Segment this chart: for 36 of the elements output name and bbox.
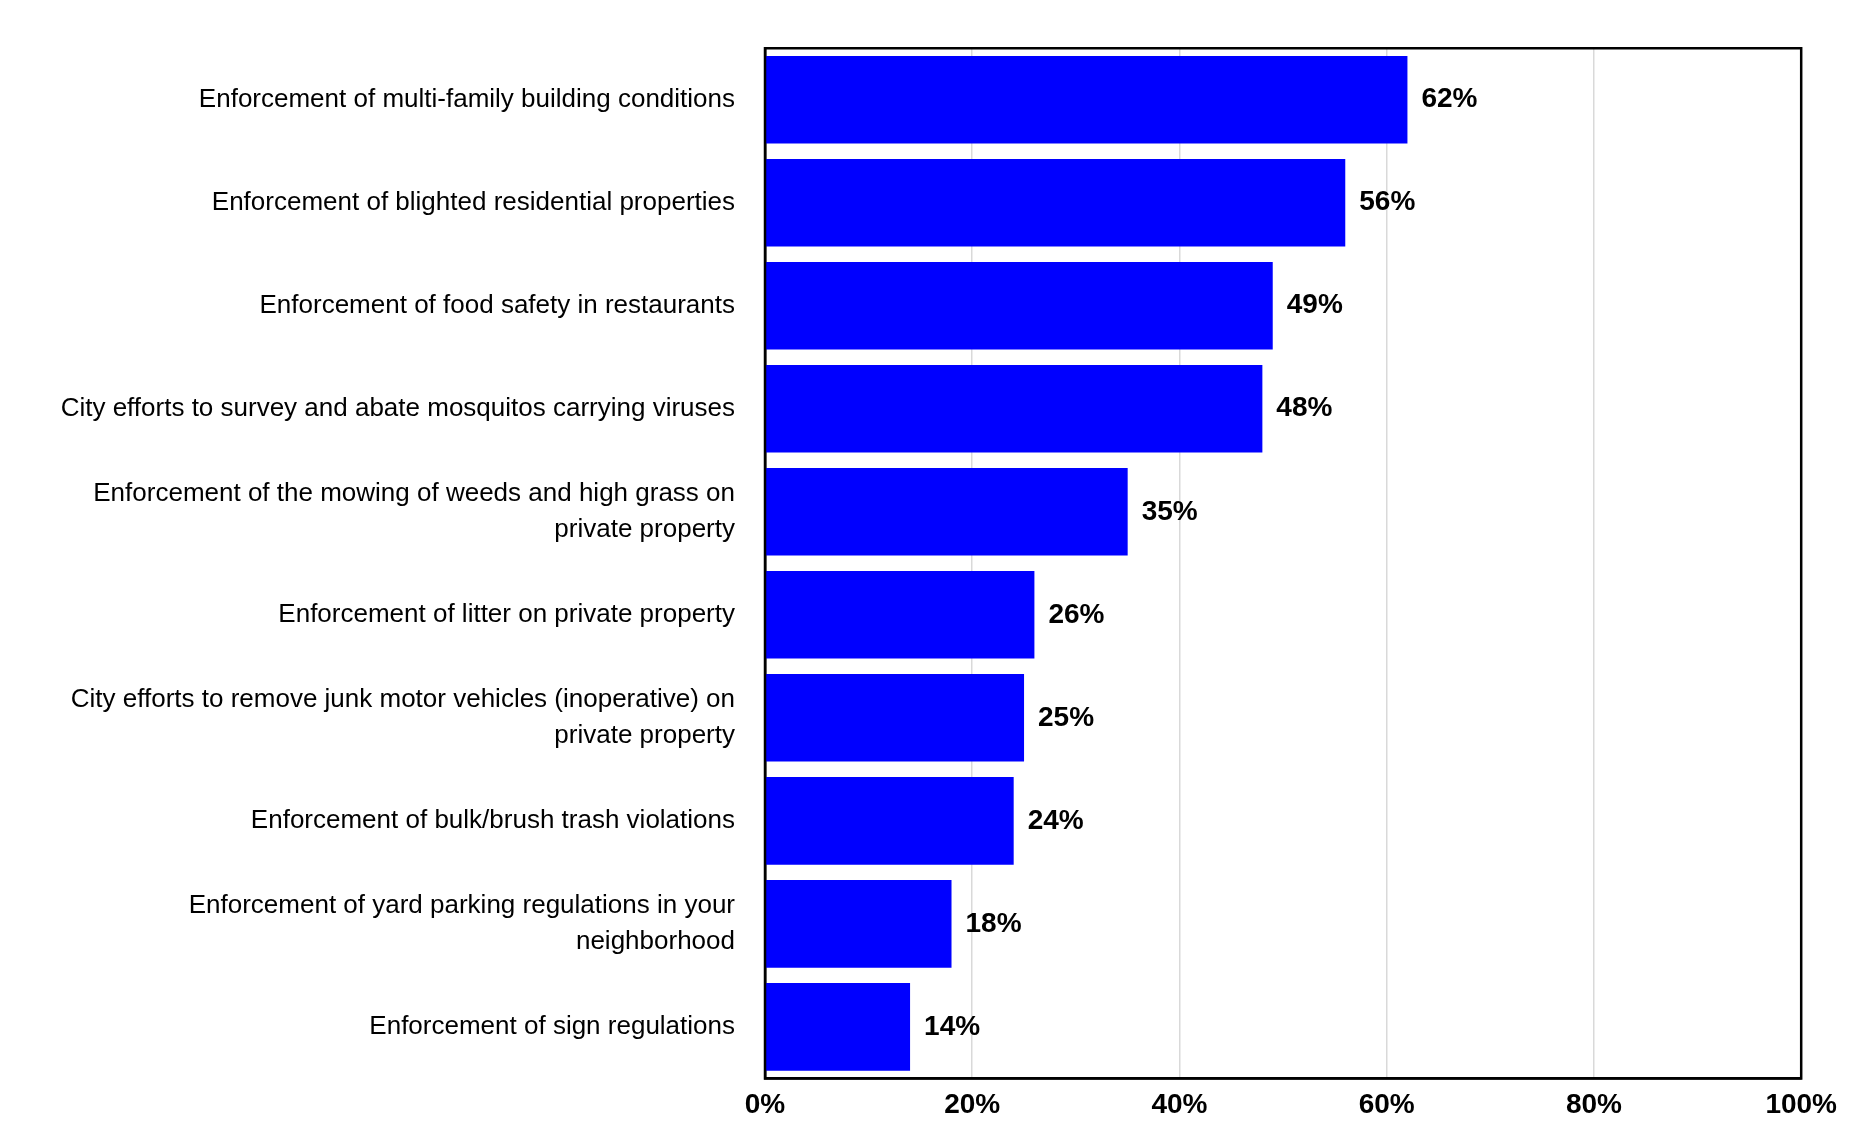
y-tick-label: Enforcement of food safety in restaurants [259,288,735,319]
data-label: 14% [924,1009,981,1041]
data-label: 35% [1141,494,1198,526]
y-tick-label: Enforcement of litter on private property [278,597,735,628]
y-tick-label: Enforcement of multi-family building conditions [198,82,735,113]
y-tick-label: Enforcement of the mowing of weeds and high grass on private property [93,476,735,544]
data-label: 18% [965,906,1022,938]
bar [765,364,1263,453]
bar [765,468,1128,556]
bar [765,983,911,1071]
x-tick-label: 0% [744,1087,786,1119]
x-tick-label: 20% [944,1087,1001,1119]
data-label: 56% [1359,185,1416,217]
data-label: 62% [1421,82,1478,114]
bar [765,777,1014,865]
data-label: 24% [1027,803,1084,835]
x-tick-label: 80% [1565,1087,1623,1119]
x-tick-label: 60% [1358,1087,1415,1119]
data-label: 26% [1048,597,1105,629]
bar [765,880,952,968]
x-tick-label: 100% [1765,1087,1838,1119]
y-tick-label: Enforcement of bulk/brush trash violations [250,804,735,835]
y-tick-label: City efforts to remove junk motor vehicles (inoperative) on private property [70,682,735,750]
x-tick-label: 40% [1151,1087,1208,1119]
y-tick-label: City efforts to survey and abate mosquitos carrying viruses [60,391,735,422]
y-tick-label: Enforcement of blighted residential properties [211,185,735,216]
bar [765,674,1025,762]
data-label: 25% [1038,700,1095,732]
y-tick-label: Enforcement of yard parking regulations in your neighborhood [188,888,736,956]
data-label: 49% [1286,288,1343,320]
bar [765,158,1346,247]
data-label: 48% [1276,391,1333,423]
bar [765,55,1408,144]
y-tick-label: Enforcement of sign regulations [369,1010,735,1041]
bar [765,261,1273,350]
bar [765,571,1035,659]
